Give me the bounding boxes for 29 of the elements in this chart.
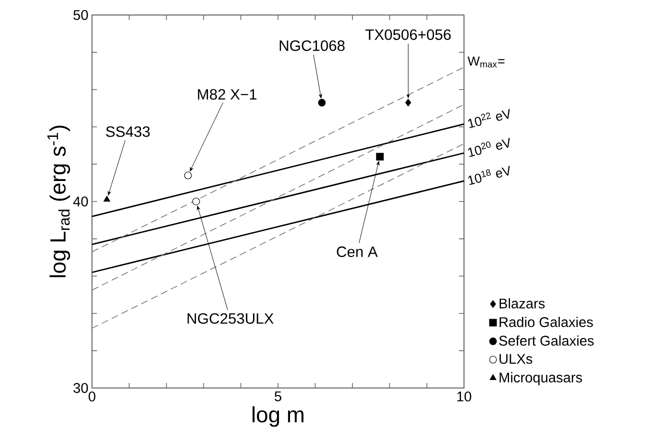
y-tick-label: 30: [73, 383, 88, 393]
y-axis-title: log L$_{rad}$ (erg s$^{-1}$): [47, 126, 70, 278]
legend-label: Sefert Galaxies: [499, 335, 594, 346]
text: 10$^{22}$ eV: [468, 108, 510, 128]
x-tick-label: 0: [88, 392, 96, 402]
x-tick-label: 5: [274, 392, 282, 402]
point: [318, 98, 326, 106]
point: [376, 152, 384, 161]
point: [405, 98, 412, 106]
text: W$_{max}$=: [468, 56, 504, 68]
legend-label: Radio Galaxies: [500, 316, 593, 328]
point: [192, 198, 200, 206]
annotation: TX0506+056: [365, 29, 451, 40]
point: [184, 172, 192, 180]
annotation: M82 X−1: [198, 89, 256, 100]
legend-label: ULXs: [500, 354, 532, 364]
legend-label: Microquasars: [500, 372, 582, 386]
annotation: Cen A: [336, 246, 378, 258]
text: 10$^{20}$ eV: [468, 138, 510, 158]
y-tick-label: 40: [73, 196, 88, 206]
x-tick-label: 10: [457, 392, 472, 402]
legend-label: Blazars: [500, 298, 545, 308]
annotation: SS433: [106, 126, 150, 137]
y-tick-label: 50: [73, 10, 88, 20]
annotation: NGC253ULX: [188, 313, 274, 324]
text: 10$^{18}$ eV: [468, 166, 510, 186]
point: [104, 196, 110, 202]
annotation: NGC1068: [280, 40, 345, 51]
x-axis-title: log m: [252, 406, 304, 427]
